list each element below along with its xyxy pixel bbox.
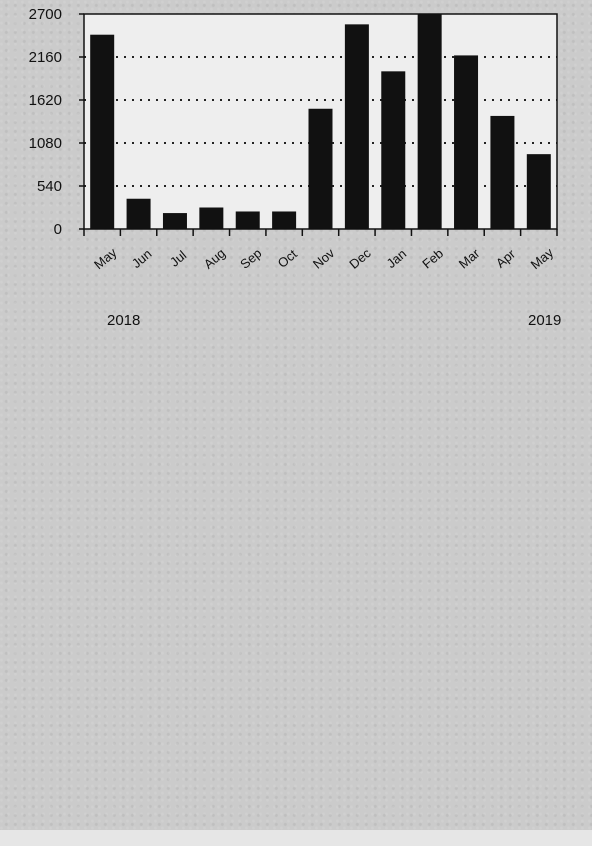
bar-8 (381, 71, 406, 229)
x-tick-label-8: Jan (384, 246, 410, 271)
x-tick-label-3: Aug (201, 245, 228, 271)
x-tick-label-6: Nov (310, 245, 338, 272)
bar-3 (199, 207, 224, 229)
x-tick-label-9: Feb (419, 246, 446, 272)
x-tick-label-4: Sep (237, 245, 264, 271)
y-tick-label-2: 1080 (29, 135, 62, 152)
x-tick-label-10: Mar (456, 245, 483, 271)
bar-9 (417, 14, 442, 229)
x-tick-label-1: Jun (129, 246, 155, 271)
y-tick-label-4: 2160 (29, 49, 62, 66)
x-tick-label-2: Jul (167, 247, 189, 269)
bottom-strip (0, 830, 592, 846)
x-tick-label-0: May (91, 245, 120, 273)
bar-4 (235, 211, 260, 229)
x-tick-label-11: Apr (493, 246, 519, 271)
y-tick-label-1: 540 (37, 178, 62, 195)
bar-12 (526, 154, 551, 229)
bar-5 (272, 211, 297, 229)
y-tick-label-3: 1620 (29, 92, 62, 109)
x-tick-label-12: May (528, 245, 557, 273)
bar-0 (90, 34, 115, 229)
y-tick-label-0: 0 (54, 221, 62, 238)
x-tick-label-7: Dec (346, 245, 374, 272)
bar-2 (162, 213, 187, 229)
bar-1 (126, 198, 151, 229)
bar-7 (344, 24, 369, 229)
bar-6 (308, 108, 333, 229)
y-tick-label-5: 2700 (29, 6, 62, 23)
bar-10 (454, 55, 479, 229)
year-label-1: 2019 (528, 312, 561, 329)
year-label-0: 2018 (107, 312, 140, 329)
plot-frame (83, 13, 558, 230)
bar-11 (490, 115, 515, 229)
bar-chart: 0 540 1080 1620 2160 2700 May Jun Jul Aug Sep Oct No… (29, 6, 562, 329)
x-tick-label-5: Oct (275, 246, 300, 271)
